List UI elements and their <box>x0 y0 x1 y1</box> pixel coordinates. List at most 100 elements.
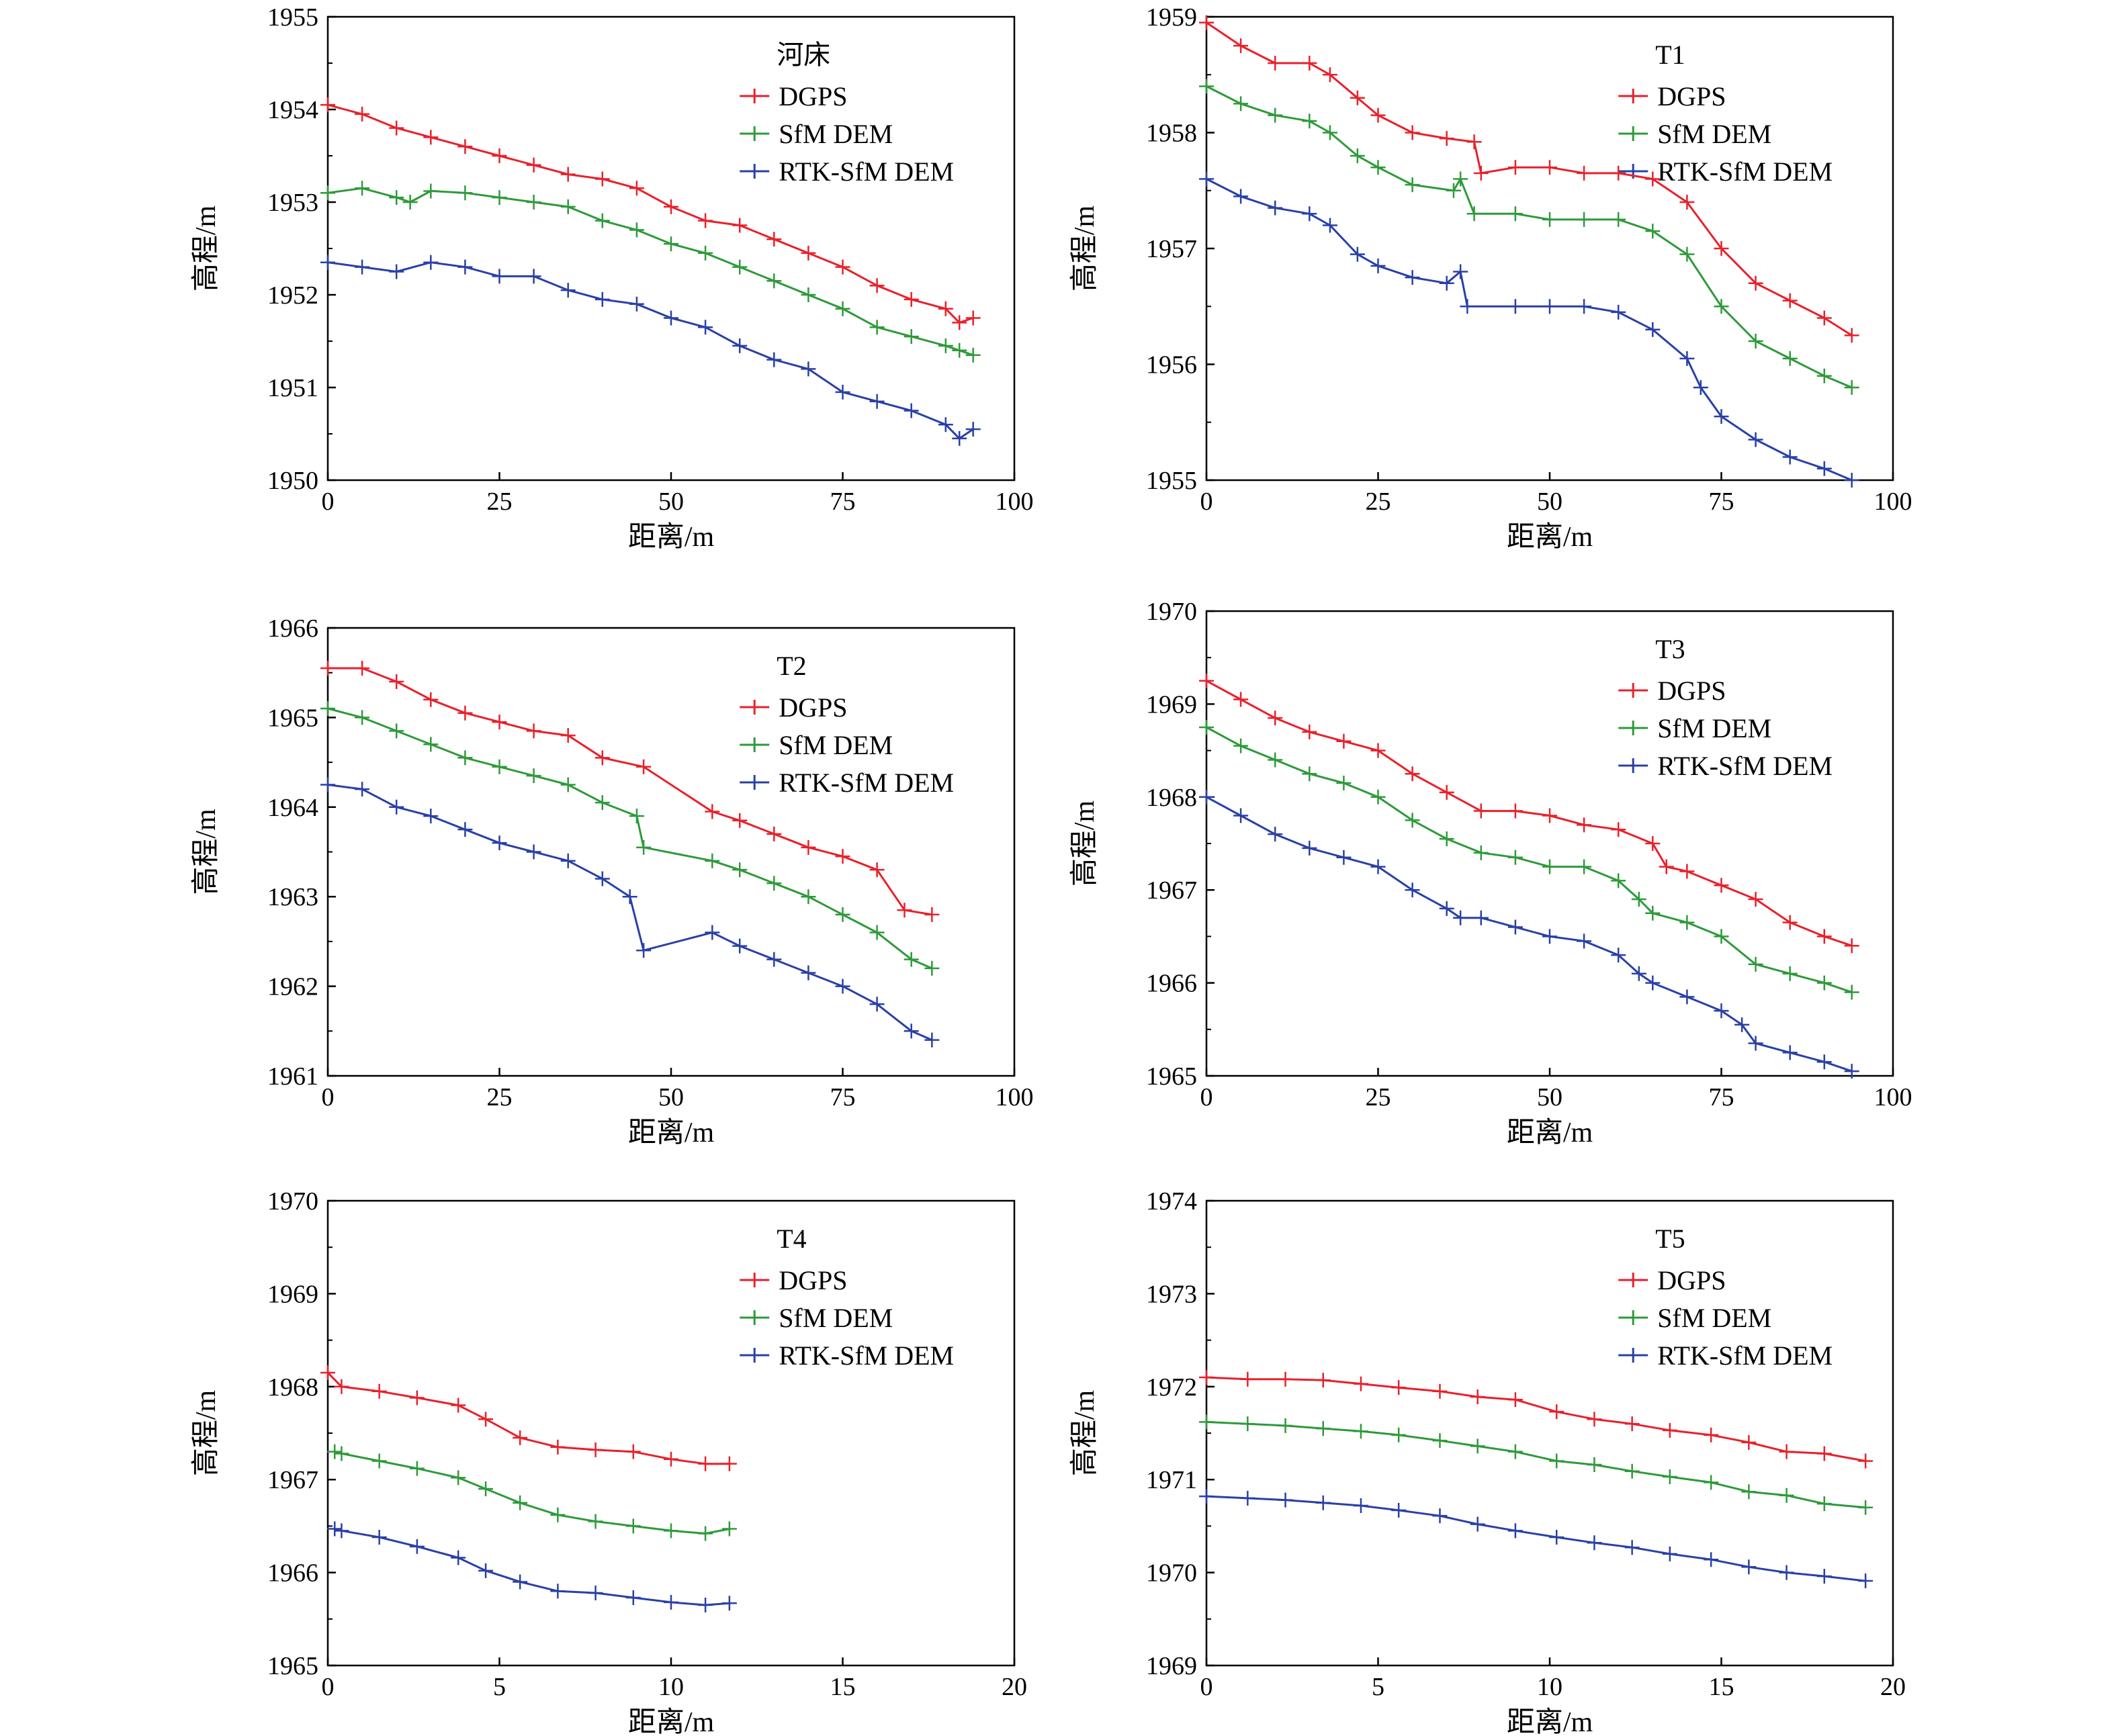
x-tick-label: 100 <box>996 488 1034 516</box>
data-point <box>1507 1523 1523 1539</box>
data-point <box>1405 882 1420 898</box>
x-tick-label: 0 <box>1200 1673 1213 1701</box>
series-rtk-sfm-dem <box>327 1521 737 1613</box>
data-point <box>903 952 919 967</box>
data-point <box>835 907 850 922</box>
data-point <box>1405 270 1420 285</box>
y-tick-label: 1967 <box>1146 876 1197 905</box>
series-sfm-dem <box>320 701 940 976</box>
series-line <box>1206 85 1853 389</box>
data-point <box>1858 1573 1873 1589</box>
data-point <box>1549 1404 1564 1420</box>
data-point <box>457 705 473 721</box>
data-point <box>1336 776 1352 791</box>
data-point <box>629 296 644 312</box>
data-point <box>1748 334 1763 349</box>
data-point <box>705 925 720 940</box>
data-point <box>629 181 644 196</box>
data-point <box>1302 840 1317 856</box>
data-point <box>1466 134 1482 150</box>
data-point <box>1507 919 1523 935</box>
data-point <box>1460 299 1475 314</box>
legend-label: SfM DEM <box>1657 1303 1771 1333</box>
data-point <box>766 826 782 841</box>
data-point <box>320 777 335 792</box>
data-point <box>513 1574 528 1590</box>
data-point <box>1473 803 1489 819</box>
data-point <box>1370 160 1386 175</box>
data-point <box>1315 1421 1331 1436</box>
data-point <box>320 255 335 270</box>
data-point <box>1507 299 1523 314</box>
data-point <box>423 255 439 270</box>
data-point <box>869 394 885 409</box>
data-point <box>478 1563 494 1578</box>
data-point <box>1679 915 1695 930</box>
data-point <box>371 1453 387 1469</box>
y-tick-label: 1965 <box>267 1652 318 1680</box>
data-point <box>664 1523 678 1539</box>
data-point <box>1336 733 1352 749</box>
data-point <box>423 130 439 145</box>
data-point <box>409 1461 425 1476</box>
y-tick-label: 1952 <box>267 281 318 310</box>
data-point <box>903 403 919 418</box>
data-point <box>732 862 748 878</box>
series-line <box>1206 796 1853 1072</box>
data-point <box>334 1523 349 1539</box>
data-point <box>1350 246 1365 262</box>
series-line <box>1206 1495 1866 1582</box>
data-point <box>478 1481 494 1497</box>
data-point <box>594 213 610 228</box>
data-point <box>1470 1438 1485 1454</box>
data-point <box>1782 351 1798 366</box>
data-point <box>1453 910 1468 925</box>
data-point <box>1645 224 1661 239</box>
data-point <box>952 430 967 446</box>
y-tick-label: 1969 <box>1146 690 1197 719</box>
data-point <box>1611 165 1626 181</box>
data-point <box>1816 929 1832 944</box>
data-point <box>1714 409 1729 424</box>
data-point <box>766 352 782 367</box>
data-point <box>560 777 576 792</box>
y-tick-label: 1954 <box>267 96 318 124</box>
data-point <box>1577 212 1592 227</box>
data-point <box>1370 789 1386 805</box>
data-point <box>451 1398 466 1413</box>
data-point <box>355 259 370 275</box>
data-point <box>355 106 370 122</box>
panel-0: 0 25 50 75 100 1950 1951 1952 1953 1954 1955 距离/m 高程… <box>191 3 1034 553</box>
data-point <box>1748 1036 1763 1051</box>
data-point <box>1816 310 1832 326</box>
data-point <box>636 839 652 855</box>
data-point <box>721 1521 737 1537</box>
data-point <box>550 1507 566 1522</box>
y-tick-label: 1962 <box>267 973 318 1001</box>
data-point <box>1577 165 1592 181</box>
data-point <box>903 329 919 345</box>
y-tick-label: 1958 <box>1146 120 1197 148</box>
series-line <box>334 1528 730 1606</box>
data-point <box>1714 241 1729 256</box>
data-point <box>1748 275 1763 291</box>
data-point <box>1199 79 1214 94</box>
data-point <box>1542 808 1557 823</box>
data-point <box>355 710 370 725</box>
data-point <box>1470 1516 1485 1532</box>
data-point <box>1659 859 1674 874</box>
legend-label: SfM DEM <box>1657 713 1771 743</box>
x-tick-label: 50 <box>1537 488 1562 516</box>
data-point <box>801 889 816 905</box>
data-point <box>320 1365 335 1381</box>
legend-label: DGPS <box>779 1265 847 1295</box>
x-tick-label: 25 <box>1366 488 1391 516</box>
data-point <box>766 876 782 891</box>
data-point <box>457 750 473 766</box>
y-tick-label: 1974 <box>1146 1187 1197 1216</box>
data-point <box>1199 171 1214 187</box>
series-line <box>328 667 932 916</box>
x-axis-title: 距离/m <box>628 1706 715 1736</box>
y-tick-label: 1955 <box>267 3 318 32</box>
x-tick-label: 25 <box>1366 1083 1391 1111</box>
